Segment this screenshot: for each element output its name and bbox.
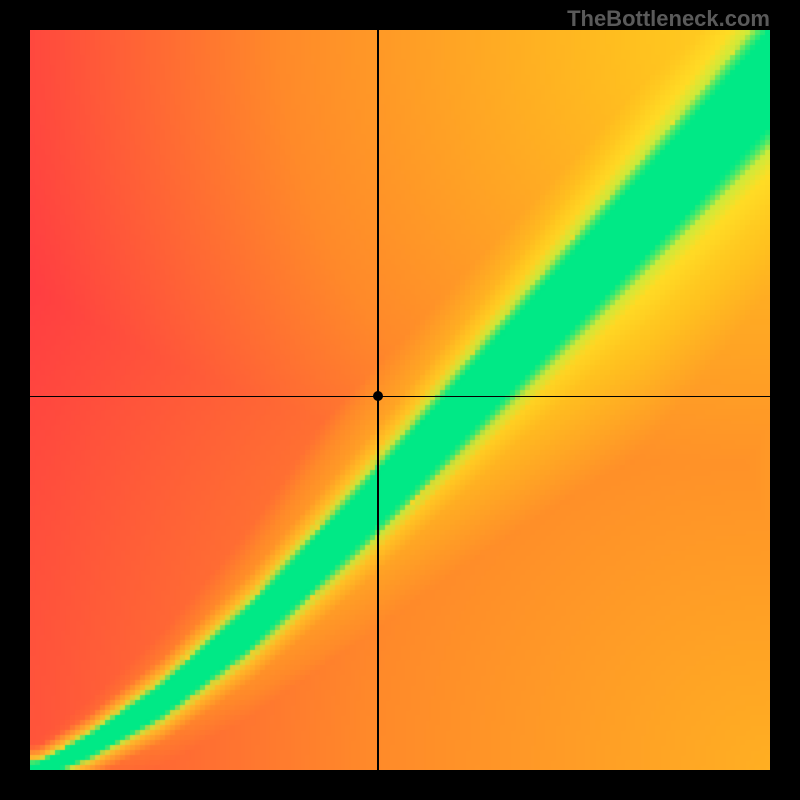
- watermark-text: TheBottleneck.com: [567, 6, 770, 32]
- heatmap-plot: [30, 30, 770, 770]
- chart-container: TheBottleneck.com: [0, 0, 800, 800]
- data-point-marker: [373, 391, 383, 401]
- heatmap-canvas: [30, 30, 770, 770]
- crosshair-horizontal: [30, 396, 770, 398]
